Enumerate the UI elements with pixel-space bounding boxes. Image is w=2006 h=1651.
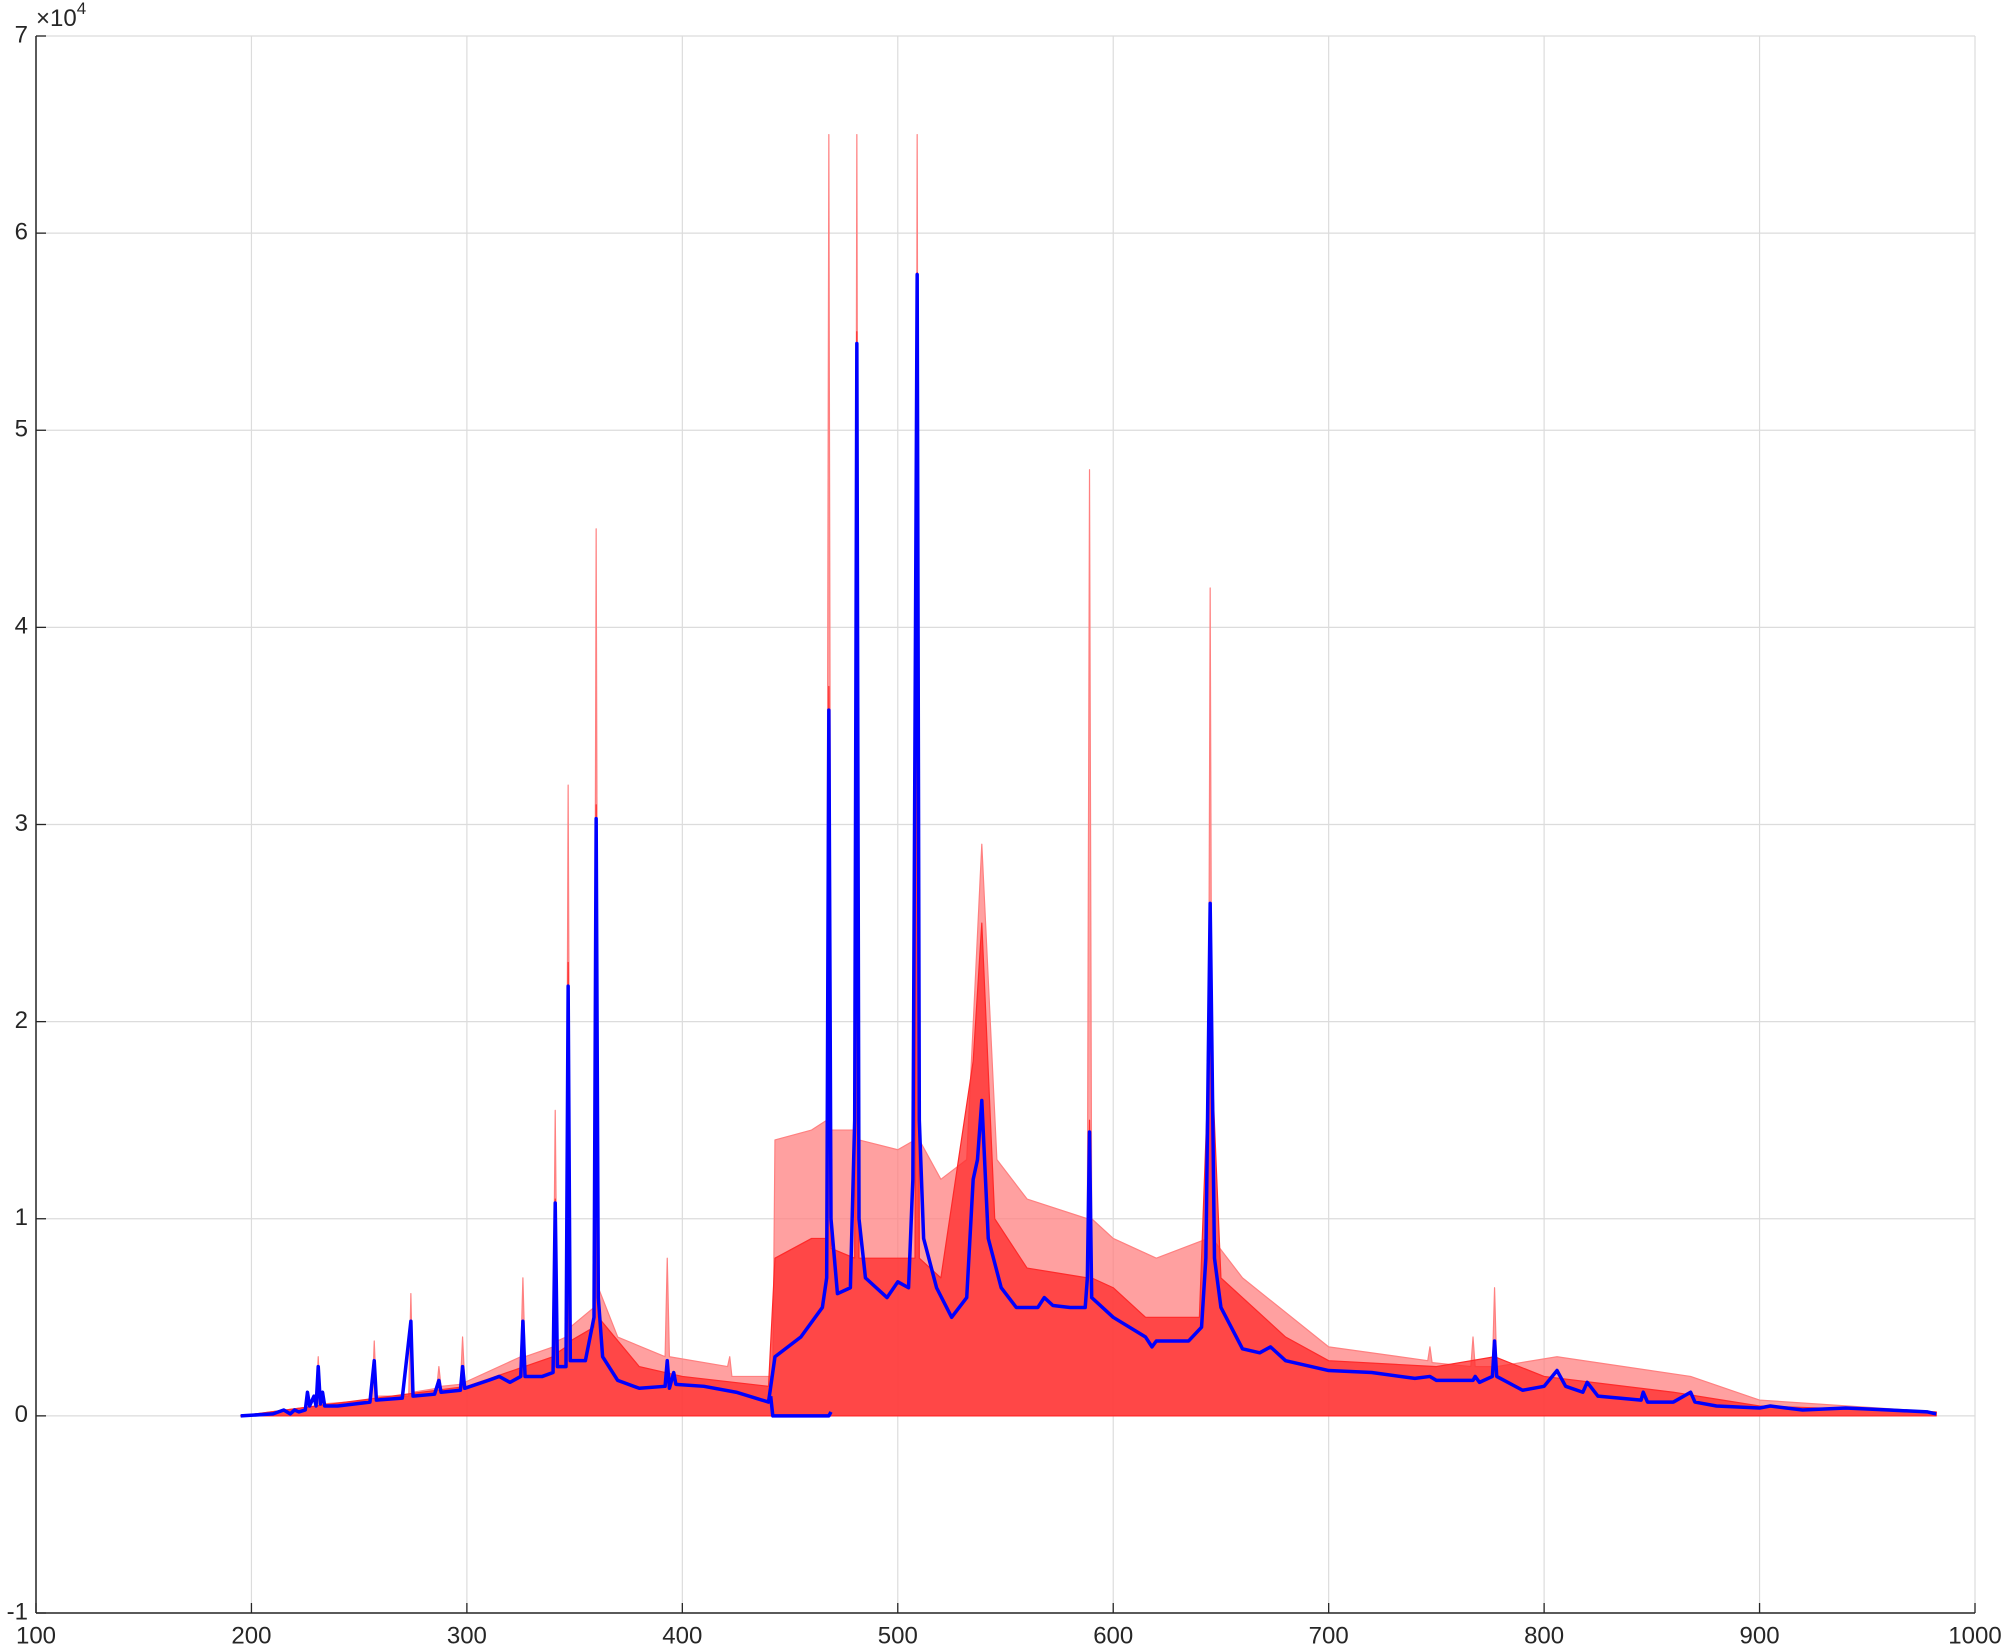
x-tick-label: 1000 [1948, 1622, 2001, 1649]
y-tick-label: 5 [15, 416, 28, 443]
x-tick-label: 100 [16, 1622, 56, 1649]
y-tick-label: 3 [15, 810, 28, 837]
y-tick-label: 0 [15, 1401, 28, 1428]
x-tick-label: 500 [878, 1622, 918, 1649]
y-exponent: 4 [77, 0, 86, 18]
axes: ×104 100 200 300 400 500 600 700 800 900 1000-101… [7, 0, 2002, 1649]
x-tick-label: 300 [447, 1622, 487, 1649]
x-tick-label: 900 [1740, 1622, 1780, 1649]
y-tick-label: 6 [15, 218, 28, 245]
plot-area [240, 133, 1937, 1418]
y-tick-label: -1 [7, 1598, 28, 1625]
x-tick-label: 400 [662, 1622, 702, 1649]
x-tick-label: 700 [1309, 1622, 1349, 1649]
x-tick-label: 200 [231, 1622, 271, 1649]
y-tick-label: 4 [15, 613, 28, 640]
y-exponent-base: ×10 [36, 5, 77, 32]
line [768, 1395, 833, 1418]
x-tick-label: 600 [1093, 1622, 1133, 1649]
x-tick-label: 800 [1524, 1622, 1564, 1649]
y-exponent-label: ×104 [36, 0, 86, 32]
y-tick-label: 2 [15, 1007, 28, 1034]
y-tick-label: 1 [15, 1204, 28, 1231]
y-tick-label: 7 [15, 21, 28, 48]
line [240, 272, 1937, 1418]
